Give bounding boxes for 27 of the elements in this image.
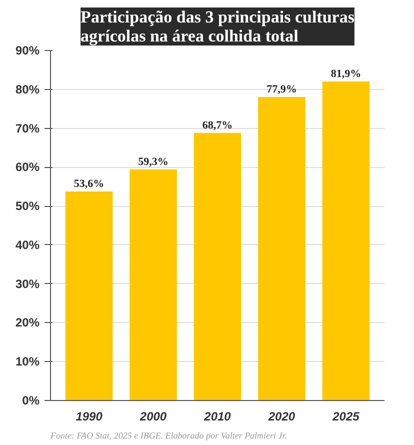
data-label: 53,6% [74, 178, 104, 190]
x-tick-label: 1990 [76, 410, 103, 424]
data-label: 81,9% [330, 68, 362, 80]
y-tick-label: 50% [15, 199, 40, 214]
bar [322, 82, 370, 400]
bar [194, 132, 242, 400]
source-note: Fonte: FAO Stat, 2025 e IBGE. Elaborado por Valter Palmieri Jr. [50, 430, 288, 440]
bar [258, 97, 306, 400]
y-tick-label: 70% [15, 121, 40, 136]
x-tick-label: 2000 [138, 410, 167, 424]
bar [65, 192, 113, 400]
y-tick-label: 90% [15, 44, 40, 58]
y-tick-label: 20% [15, 316, 40, 330]
x-tick-label: 2010 [203, 410, 232, 424]
x-tick-label: 2020 [267, 410, 296, 424]
bar [130, 169, 177, 400]
data-label: 68,7% [202, 119, 233, 132]
y-tick-label: 0% [22, 394, 40, 408]
y-tick-label: 60% [15, 160, 40, 174]
x-tick-label: 2025 [332, 410, 360, 424]
y-tick-label: 40% [15, 238, 40, 252]
chart-title: Participação das 3 principais culturas agrícolas na área colhida total [80, 8, 355, 46]
data-label: 77,9% [266, 84, 297, 96]
y-tick-label: 30% [15, 276, 40, 291]
data-label: 59,3% [138, 156, 168, 168]
y-tick-label: 10% [15, 354, 40, 369]
y-tick-label: 80% [15, 82, 40, 96]
